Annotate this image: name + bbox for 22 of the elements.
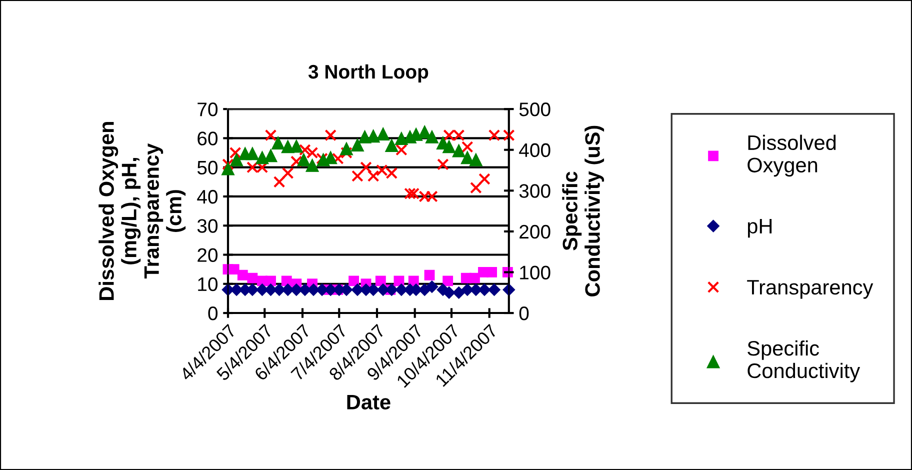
x-axis-title: Date	[347, 394, 390, 410]
y-tick-label: 0	[208, 306, 218, 320]
y2-tick-label: 400	[519, 143, 550, 158]
legend-label: Specific Conductivity	[748, 340, 860, 382]
y-tick-label: 60	[198, 132, 218, 146]
legend-label: Transparency	[747, 280, 874, 299]
y2-tick-label: 300	[519, 184, 550, 198]
y-tick-label: 70	[198, 102, 218, 116]
legend-label: Dissolved Oxygen	[748, 134, 836, 177]
y-axis-title: Dissolved Oxygen (mg/L), pH, Transparency (cm)	[98, 122, 186, 300]
y-tick-label: 10	[198, 277, 218, 292]
y-tick-label: 50	[197, 160, 218, 175]
y-tick-label: 40	[197, 190, 218, 204]
chart-title: 3 North Loop	[308, 64, 428, 83]
y-tick-label: 30	[197, 219, 218, 233]
y2-tick-label: 100	[520, 266, 550, 280]
y2-tick-label: 0	[519, 306, 529, 320]
y-tick-label: 20	[198, 248, 218, 262]
y2-tick-label: 500	[519, 102, 550, 116]
y2-axis-title: Specific Conductivity (uS)	[562, 126, 604, 296]
legend-label: pH	[748, 219, 772, 238]
y2-tick-label: 200	[520, 224, 550, 239]
